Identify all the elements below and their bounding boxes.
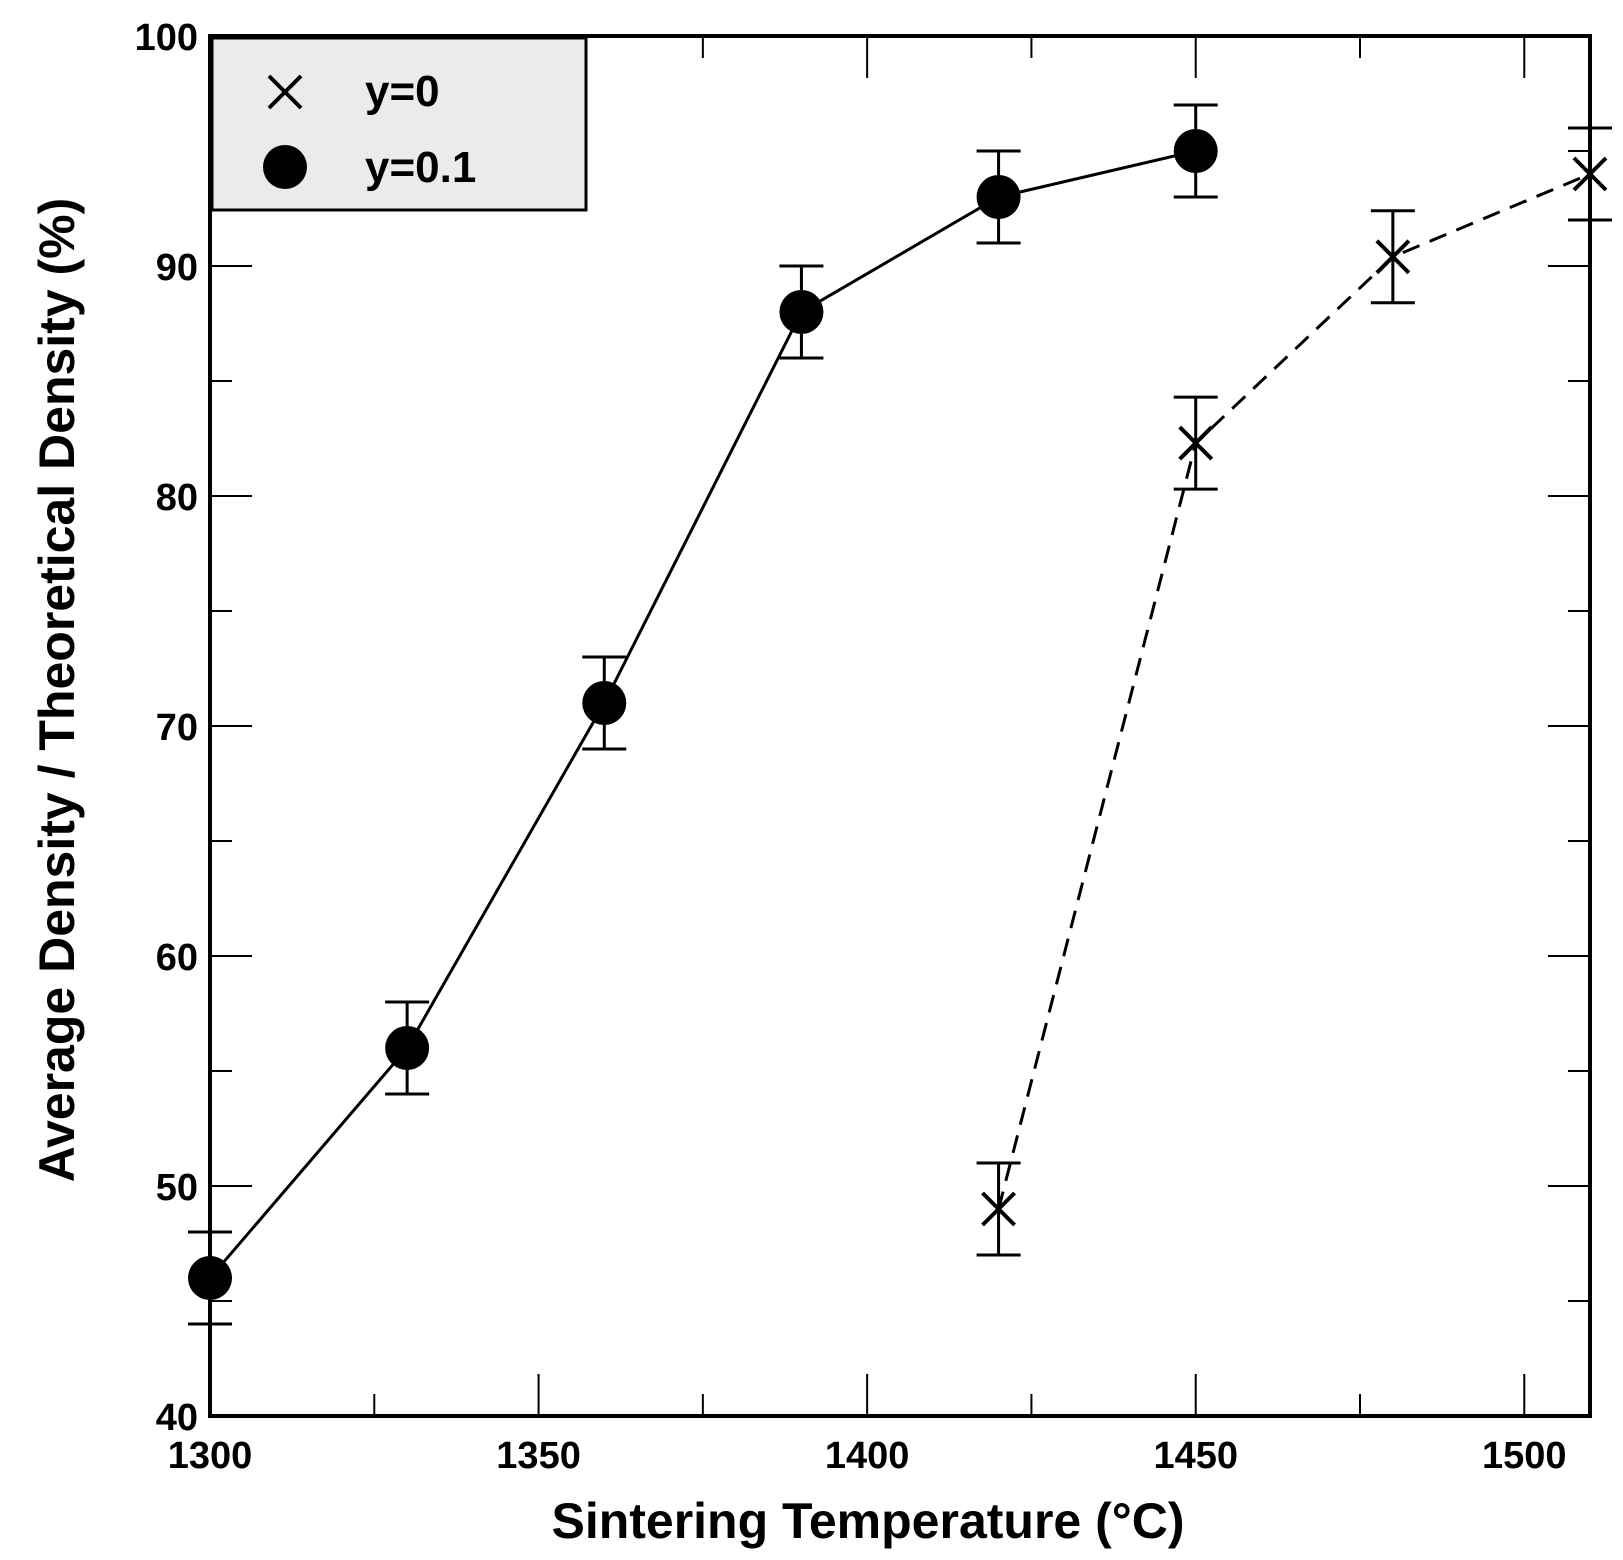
data-point-y0-stroke-b	[1375, 239, 1411, 275]
data-point-y01	[385, 1026, 430, 1070]
y-axis-title: Average Density / Theoretical Density (%…	[29, 198, 85, 1183]
legend-label-y0: y=0	[365, 67, 440, 116]
legend-marker-y01	[263, 145, 307, 189]
y-tick-label: 70	[156, 707, 198, 749]
x-tick-label: 1450	[1153, 1435, 1238, 1477]
x-axis-title: Sintering Temperature (°C)	[551, 1493, 1184, 1549]
series-y01	[188, 103, 1218, 1326]
data-point-y0	[1375, 239, 1411, 275]
x-tick-label: 1300	[168, 1435, 253, 1477]
legend-markers	[263, 74, 307, 189]
plot-frame	[208, 34, 1592, 1418]
data-point-y0	[981, 1191, 1016, 1227]
legend: y=0 y=0.1	[210, 36, 588, 212]
series-y0	[976, 126, 1612, 1257]
legend-marker-y0	[267, 74, 303, 110]
y-tick-label: 60	[156, 937, 198, 979]
y-tick-label: 80	[156, 477, 198, 519]
x-tick-label: 1400	[825, 1435, 910, 1477]
axis-ticks: 40 50 60 70 80 90 100 1300 1350 1400 1450 1500	[135, 17, 1590, 1477]
y-tick-label: 40	[156, 1397, 198, 1439]
data-point-y0	[1178, 425, 1214, 461]
data-layer	[188, 103, 1612, 1326]
legend-marker-y0-stroke-b	[267, 74, 303, 110]
data-point-y01	[1173, 129, 1218, 173]
data-point-y0-stroke-b	[981, 1191, 1016, 1227]
legend-label-y01: y=0.1	[365, 143, 476, 192]
y-tick-label: 90	[156, 247, 198, 289]
x-tick-label: 1500	[1482, 1435, 1567, 1477]
data-point-y0-stroke-b	[1178, 425, 1214, 461]
y-tick-label: 100	[135, 17, 198, 59]
y-tick-label: 50	[156, 1167, 198, 1209]
x-tick-label: 1350	[496, 1435, 581, 1477]
series-line-y01	[208, 149, 1197, 1279]
series-line-y0	[997, 172, 1591, 1210]
data-point-y01	[779, 290, 824, 334]
data-point-y01	[582, 681, 627, 725]
data-point-y01	[976, 175, 1021, 219]
